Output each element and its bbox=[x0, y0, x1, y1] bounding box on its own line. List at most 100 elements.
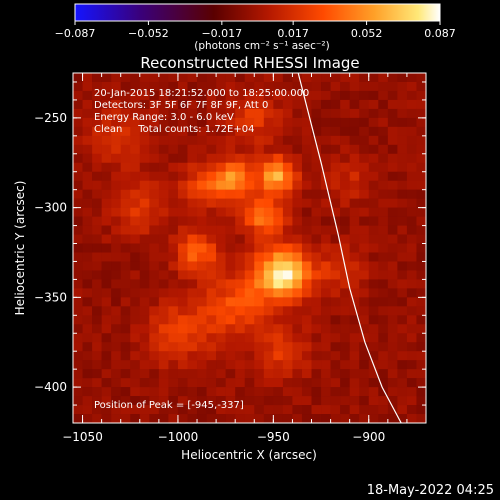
heatmap-cell bbox=[416, 207, 426, 217]
heatmap-cell bbox=[82, 162, 93, 173]
heatmap-cell bbox=[282, 261, 293, 271]
heatmap-cell bbox=[330, 252, 341, 262]
heatmap-cell bbox=[168, 180, 179, 190]
heatmap-cell bbox=[92, 369, 102, 379]
heatmap-cell bbox=[254, 99, 265, 110]
heatmap-cell bbox=[82, 216, 93, 226]
heatmap-cell bbox=[92, 171, 102, 181]
heatmap-cell bbox=[292, 342, 303, 352]
heatmap-cell bbox=[187, 243, 198, 253]
heatmap-cell bbox=[321, 396, 331, 406]
heatmap-cell bbox=[225, 279, 236, 289]
heatmap-cell bbox=[292, 216, 303, 226]
heatmap-cell bbox=[406, 99, 417, 110]
heatmap-cell bbox=[206, 207, 217, 217]
heatmap-cell bbox=[349, 90, 360, 101]
heatmap-cell bbox=[406, 144, 417, 155]
heatmap-cell bbox=[416, 315, 426, 325]
heatmap-cell bbox=[187, 90, 198, 101]
heatmap-cell bbox=[254, 216, 265, 226]
heatmap-cell bbox=[311, 243, 322, 253]
heatmap-cell bbox=[263, 243, 274, 253]
heatmap-cell bbox=[235, 81, 246, 92]
heatmap-cell bbox=[92, 117, 102, 128]
heatmap-cell bbox=[149, 234, 160, 244]
heatmap-cell bbox=[368, 153, 379, 164]
heatmap-cell bbox=[92, 243, 102, 253]
heatmap-cell bbox=[301, 81, 312, 92]
colorbar-tick-label: 0.052 bbox=[351, 27, 383, 40]
heatmap-cell bbox=[111, 360, 121, 370]
heatmap-cell bbox=[330, 207, 341, 217]
heatmap-cell bbox=[92, 270, 102, 280]
heatmap-cell bbox=[406, 315, 417, 325]
heatmap-cell bbox=[120, 99, 131, 110]
heatmap-cell bbox=[292, 378, 303, 388]
heatmap-cell bbox=[101, 288, 112, 298]
heatmap-cell bbox=[321, 405, 331, 415]
heatmap-cell bbox=[397, 225, 408, 235]
heatmap-cell bbox=[378, 207, 389, 217]
heatmap-cell bbox=[311, 162, 322, 173]
heatmap-cell bbox=[359, 306, 370, 316]
heatmap-cell bbox=[225, 351, 236, 361]
heatmap-cell bbox=[368, 333, 379, 343]
heatmap-cell bbox=[73, 81, 83, 92]
heatmap-cell bbox=[397, 180, 408, 190]
heatmap-cell bbox=[206, 73, 217, 83]
heatmap-cell bbox=[273, 315, 284, 325]
heatmap-cell bbox=[387, 189, 398, 199]
heatmap-cell bbox=[73, 90, 83, 101]
heatmap-cell bbox=[330, 135, 341, 146]
heatmap-cell bbox=[330, 297, 341, 307]
heatmap-cell bbox=[359, 108, 370, 119]
heatmap-cell bbox=[149, 144, 160, 155]
heatmap-cell bbox=[406, 306, 417, 316]
heatmap-cell bbox=[387, 351, 398, 361]
heatmap-cell bbox=[340, 396, 350, 406]
heatmap-cell bbox=[244, 189, 255, 199]
heatmap-cell bbox=[292, 108, 303, 119]
heatmap-cell bbox=[359, 243, 370, 253]
heatmap-cell bbox=[416, 324, 426, 334]
heatmap-cell bbox=[168, 315, 179, 325]
heatmap-cell bbox=[301, 351, 312, 361]
heatmap-cell bbox=[158, 306, 169, 316]
heatmap-cell bbox=[406, 360, 417, 370]
heatmap-cell bbox=[225, 81, 236, 92]
heatmap-cell bbox=[416, 108, 426, 119]
heatmap-cell bbox=[111, 387, 121, 397]
heatmap-cell bbox=[206, 81, 217, 92]
heatmap-cell bbox=[177, 207, 188, 217]
heatmap-cell bbox=[292, 333, 303, 343]
heatmap-cell bbox=[263, 252, 274, 262]
heatmap-cell bbox=[206, 252, 217, 262]
heatmap-cell bbox=[177, 81, 188, 92]
heatmap-cell bbox=[120, 81, 131, 92]
heatmap-cell bbox=[225, 252, 236, 262]
heatmap-cell bbox=[378, 333, 389, 343]
heatmap-cell bbox=[158, 270, 169, 280]
heatmap-cell bbox=[416, 234, 426, 244]
heatmap-cell bbox=[254, 360, 265, 370]
heatmap-cell bbox=[244, 243, 255, 253]
heatmap-cell bbox=[130, 405, 141, 415]
heatmap-cell bbox=[139, 171, 150, 181]
heatmap-cell bbox=[254, 261, 265, 271]
heatmap-cell bbox=[197, 108, 207, 119]
heatmap-cell bbox=[406, 414, 417, 423]
heatmap-cell bbox=[397, 270, 408, 280]
heatmap-cell bbox=[349, 342, 360, 352]
heatmap-cell bbox=[225, 378, 236, 388]
heatmap-cell bbox=[321, 144, 331, 155]
heatmap-cell bbox=[158, 153, 169, 164]
heatmap-cell bbox=[416, 135, 426, 146]
heatmap-cell bbox=[120, 135, 131, 146]
heatmap-cell bbox=[101, 279, 112, 289]
heatmap-cell bbox=[387, 207, 398, 217]
heatmap-cell bbox=[139, 153, 150, 164]
heatmap-cell bbox=[149, 81, 160, 92]
heatmap-cell bbox=[197, 225, 207, 235]
heatmap-cell bbox=[177, 342, 188, 352]
heatmap-cell bbox=[368, 396, 379, 406]
